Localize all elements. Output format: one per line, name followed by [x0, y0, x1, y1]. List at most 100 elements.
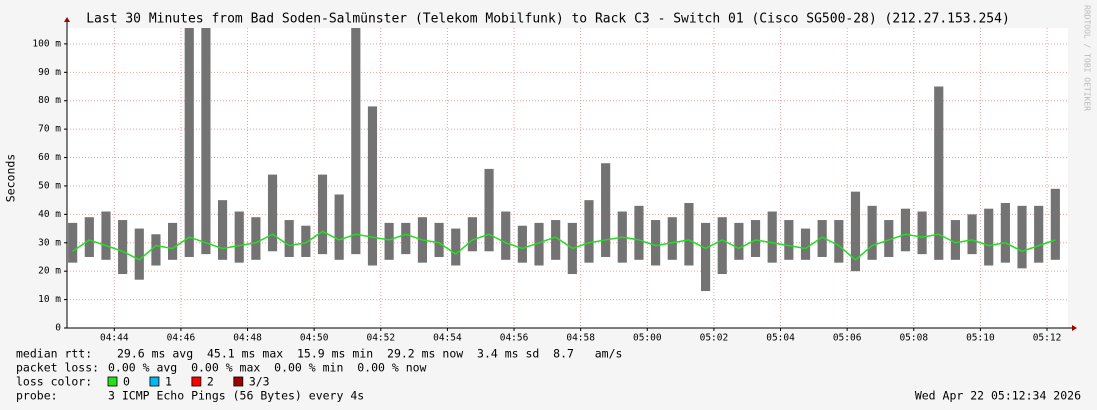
- smoke-range: [684, 203, 694, 266]
- loss-swatch: [149, 376, 160, 387]
- smoke-range: [534, 222, 544, 266]
- x-tick-label: 05:08: [899, 333, 928, 344]
- y-tick-label: 0: [55, 323, 61, 334]
- smoke-range: [634, 205, 644, 260]
- smoke-range: [367, 106, 378, 266]
- smoke-range: [884, 220, 894, 257]
- smoke-range: [850, 191, 861, 272]
- smoke-range: [234, 211, 244, 263]
- x-tick-label: 05:06: [833, 333, 862, 344]
- median-stats: 29.6 ms avg 45.1 ms max 15.9 ms min 29.2…: [117, 347, 622, 361]
- smoke-range: [800, 228, 811, 260]
- loss-label: 0: [123, 375, 130, 389]
- smoke-range: [251, 217, 261, 260]
- smoke-range: [217, 200, 228, 260]
- packet-loss-stats: 0.00 % avg 0.00 % max 0.00 % min 0.00 % …: [108, 361, 427, 375]
- smoke-range: [734, 222, 744, 260]
- smoke-range: [184, 28, 194, 257]
- smoke-range: [767, 211, 777, 263]
- x-tick-label: 04:46: [167, 333, 196, 344]
- smoke-range: [867, 205, 877, 260]
- smoke-range: [384, 222, 394, 260]
- smoke-range: [934, 86, 944, 260]
- legend-label: loss color:: [16, 375, 92, 389]
- smoke-range: [334, 194, 344, 260]
- chart-title: Last 30 Minutes from Bad Soden-Salmünste…: [86, 12, 1010, 27]
- smoke-range: [1000, 203, 1010, 263]
- x-tick-label: 05:00: [633, 333, 662, 344]
- smoke-range: [517, 225, 527, 263]
- y-tick-label: 80 m: [38, 95, 61, 106]
- smoke-range: [284, 220, 294, 257]
- smoke-range: [651, 220, 661, 266]
- smoke-range: [1017, 205, 1027, 269]
- smoke-range: [168, 222, 178, 260]
- smoke-range: [667, 217, 677, 260]
- y-tick-label: 70 m: [38, 124, 61, 135]
- x-tick-label: 04:48: [233, 333, 262, 344]
- axis-arrow: [1072, 325, 1077, 331]
- loss-swatch: [233, 376, 244, 387]
- loss-label: 2: [207, 375, 214, 389]
- y-tick-label: 90 m: [38, 67, 61, 78]
- smoke-range: [584, 200, 594, 263]
- smoke-range: [1034, 205, 1044, 263]
- smoke-range: [900, 208, 911, 252]
- x-tick-label: 04:50: [300, 333, 329, 344]
- smoke-range: [317, 174, 328, 255]
- watermark: RRDTOOL / TOBI OETIKER: [1083, 5, 1092, 111]
- smoke-range: [301, 225, 311, 257]
- smoke-range: [750, 220, 761, 257]
- smoke-range: [84, 217, 94, 257]
- loss-label: 1: [165, 375, 172, 389]
- probe-info: 3 ICMP Echo Pings (56 Bytes) every 4s: [108, 389, 364, 403]
- smoke-range: [267, 174, 278, 252]
- x-tick-label: 04:54: [433, 333, 462, 344]
- x-tick-label: 05:04: [766, 333, 795, 344]
- plot: 0 10 m 20 m 30 m 40 m 50 m 60 m 70 m 80 m 90 m 100…: [32, 17, 1077, 344]
- smoke-range: [601, 163, 611, 257]
- legend-label: probe:: [16, 389, 58, 403]
- y-tick-label: 100 m: [32, 38, 61, 49]
- smoke-range: [551, 220, 561, 260]
- loss-swatch: [191, 376, 202, 387]
- smoke-range: [950, 220, 960, 260]
- smoke-range: [1050, 188, 1060, 260]
- y-axis-label: Seconds: [4, 154, 18, 202]
- legend-label: median rtt:: [16, 347, 92, 361]
- smoke-range: [917, 211, 927, 255]
- smoke-range: [784, 220, 794, 260]
- plot-area: [67, 28, 1068, 328]
- y-tick-label: 30 m: [38, 237, 61, 248]
- x-tick-label: 04:52: [366, 333, 395, 344]
- smoke-range: [118, 220, 128, 275]
- x-tick-label: 05:10: [966, 333, 995, 344]
- x-tick-label: 04:44: [100, 333, 129, 344]
- x-tick-label: 04:56: [500, 333, 529, 344]
- timestamp: Wed Apr 22 05:12:34 2026: [915, 389, 1081, 403]
- smoke-range: [101, 211, 111, 260]
- smoke-range: [434, 222, 444, 257]
- smoke-range: [68, 222, 78, 263]
- x-tick-label: 04:58: [566, 333, 595, 344]
- smoke-range: [700, 222, 711, 292]
- smoke-range: [967, 214, 977, 255]
- y-tick-label: 10 m: [38, 294, 61, 305]
- loss-label: 3/3: [249, 375, 270, 389]
- smoke-range: [201, 28, 211, 255]
- smoke-range: [467, 217, 477, 252]
- smoke-range: [451, 228, 461, 266]
- legend-label: packet loss:: [16, 361, 99, 375]
- smoke-range: [351, 28, 361, 255]
- y-tick-label: 20 m: [38, 266, 61, 277]
- median-line: [72, 230, 1056, 261]
- y-tick-label: 50 m: [38, 180, 61, 191]
- smoke-range: [834, 220, 844, 263]
- loss-swatch: [107, 376, 118, 387]
- smoke-range: [134, 228, 144, 280]
- smoke-range: [501, 211, 511, 260]
- smoke-range: [401, 222, 411, 255]
- smoke-range: [484, 168, 494, 252]
